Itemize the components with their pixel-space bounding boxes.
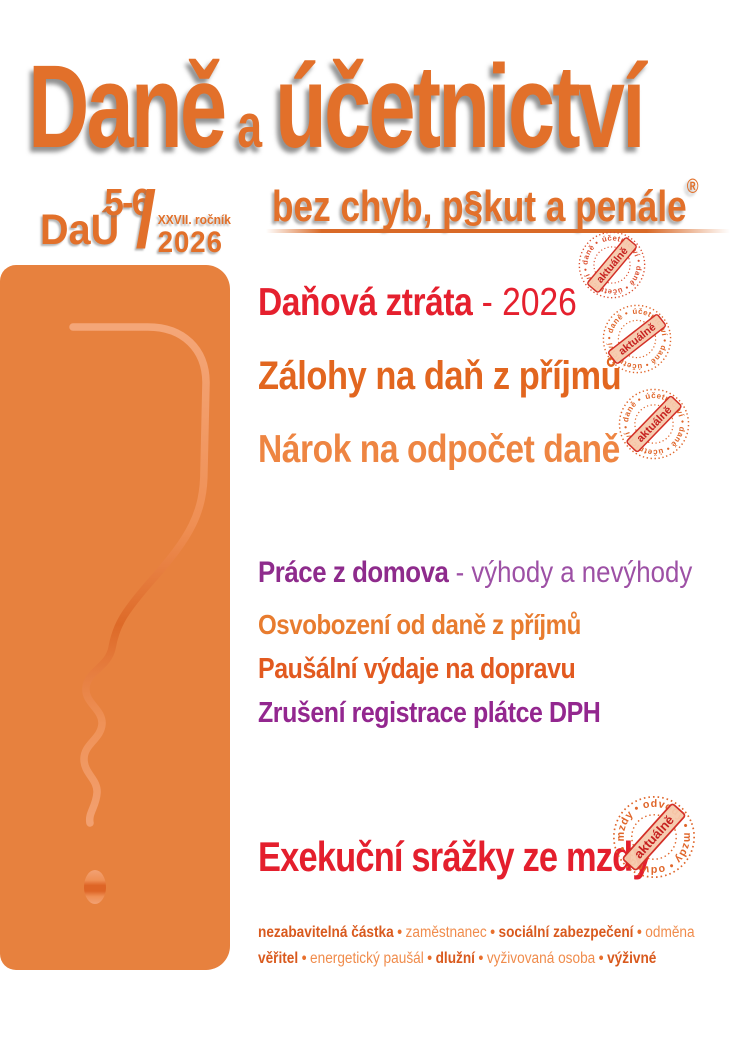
bullet-separator: • (490, 924, 495, 941)
headline-danova-ztrata: Daňová ztráta - 2026 (258, 281, 577, 325)
bullet-separator: • (397, 924, 403, 941)
aktualne-stamp-icon: účetnictví • daně • účetnictví • daně • … (595, 297, 678, 380)
keywords-line: věřitel • energetický paušál • dlužní • vyživo… (258, 946, 695, 972)
keyword: sociální zabezpečení (498, 924, 634, 941)
issue-abbrev: DaÚ (40, 206, 120, 254)
keyword: vyživovaná osoba (486, 950, 596, 967)
bullet-separator: • (478, 950, 484, 967)
keyword: nezabavitelná částka (258, 924, 394, 941)
headline-pausalni-vydaje: Paušální výdaje na dopravu (258, 653, 576, 685)
title-word: účetnictví (274, 41, 646, 173)
headline-suffix: - 2026 (472, 281, 577, 324)
headline-prace-z-domova: Práce z domova - výhody a nevýhody (258, 556, 692, 590)
svg-text:aktuálně: aktuálně (616, 321, 658, 357)
magazine-title: Daně a účetnictví (28, 41, 646, 173)
question-mark-panel (0, 265, 230, 970)
headline-zruseni-registrace: Zrušení registrace plátce DPH (258, 697, 601, 729)
keyword-strip: nezabavitelná částka • zaměstnanec • sociáln… (258, 920, 695, 972)
headline-osvobozeni: Osvobození od daně z příjmů (258, 609, 581, 640)
headline-strong: Práce z domova (258, 556, 449, 589)
gradient-divider (266, 229, 730, 233)
headline-suffix: - výhody a nevýhody (448, 556, 693, 589)
issue-slash: / (135, 175, 157, 264)
title-word: a (237, 92, 263, 161)
question-mark-icon (69, 323, 210, 904)
registered-trademark: ® (686, 176, 699, 198)
issue-block: DaÚ 5-6 / XXVII. ročník 2026 (40, 175, 252, 264)
issue-number: 5-6 (104, 182, 151, 224)
headline-strong: Daňová ztráta (258, 281, 473, 324)
keyword: dlužní (435, 950, 475, 967)
keyword: energetický paušál (310, 950, 424, 967)
magazine-subtitle: bez chyb, p§kut a penále® (272, 176, 699, 232)
svg-text:aktuálně: aktuálně (635, 404, 675, 445)
keyword: věřitel (258, 950, 299, 967)
issue-volume: XXVII. ročník (157, 212, 231, 227)
svg-text:aktuálně: aktuálně (631, 812, 677, 861)
bullet-separator: • (301, 950, 307, 967)
headline-zalohy-na-dan: Zálohy na daň z příjmů (258, 354, 622, 398)
subtitle-text: bez chyb, p§kut a penále (272, 182, 687, 231)
keyword: odměna (645, 924, 695, 941)
bullet-separator: • (598, 950, 604, 967)
headline-narok-na-odpocet: Nárok na odpočet daně (258, 428, 620, 471)
keywords-line: nezabavitelná částka • zaměstnanec • sociáln… (258, 920, 695, 946)
issue-year: 2026 (157, 226, 223, 259)
headline-exekucni-srazky: Exekuční srážky ze mzdy (258, 833, 652, 880)
aktualne-stamp-icon: odvody • mzdy • odvody • mzdy • aktuálně (599, 782, 709, 892)
bullet-separator: • (636, 924, 642, 941)
title-word: Daně (28, 41, 227, 173)
svg-text:aktuálně: aktuálně (594, 245, 631, 285)
bullet-separator: • (427, 950, 433, 967)
keyword: zaměstnanec (405, 924, 487, 941)
keyword: výživné (607, 950, 657, 967)
aktualne-stamp-icon: účetnictví • daně • účetnictví • daně • … (566, 219, 657, 310)
aktualne-stamp-icon: účetnictví • daně • účetnictví • daně • … (607, 377, 700, 470)
